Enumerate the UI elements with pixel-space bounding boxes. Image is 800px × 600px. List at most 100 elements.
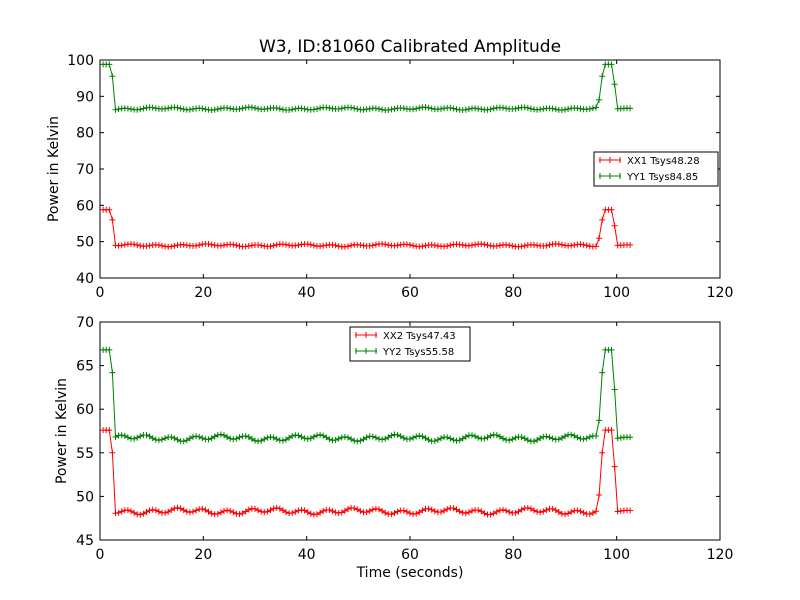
data-point — [345, 434, 351, 441]
x-tick-label: 60 — [401, 285, 419, 301]
data-point — [574, 507, 581, 514]
data-point — [248, 104, 255, 111]
data-point — [276, 505, 283, 512]
data-point — [521, 435, 528, 442]
data-point — [348, 242, 355, 249]
legend-swatch — [599, 157, 621, 163]
data-point — [314, 432, 320, 439]
data-point — [106, 427, 113, 434]
data-point — [177, 105, 184, 112]
data-point — [149, 435, 156, 442]
bottom-panel: Power in Kelvin 0 20 40 60 80 100 120 45 50 55 60 6… — [54, 315, 733, 563]
data-point — [137, 433, 144, 440]
data-point — [593, 508, 599, 515]
data-point — [593, 243, 599, 250]
data-point — [162, 105, 169, 112]
data-point — [202, 506, 209, 513]
data-point — [224, 434, 231, 440]
data-point — [214, 106, 221, 113]
data-point — [124, 434, 131, 441]
data-point — [155, 242, 162, 249]
data-point — [255, 507, 262, 514]
data-point — [236, 511, 243, 518]
data-point — [354, 438, 361, 445]
data-point — [289, 510, 296, 516]
top-ylabel: Power in Kelvin — [46, 116, 62, 222]
data-point — [493, 508, 500, 515]
data-point — [112, 510, 119, 517]
data-point — [326, 507, 333, 513]
data-point — [407, 510, 413, 517]
data-point — [627, 434, 634, 441]
data-point — [193, 433, 200, 440]
data-point — [490, 510, 497, 517]
data-point — [407, 241, 413, 248]
data-point — [552, 507, 559, 514]
data-point — [112, 106, 119, 113]
data-point — [580, 509, 587, 516]
data-point — [419, 243, 426, 250]
data-point — [509, 436, 516, 443]
data-point — [162, 435, 169, 442]
data-point — [382, 509, 389, 516]
data-point — [534, 437, 541, 443]
data-point — [286, 434, 293, 441]
data-point — [447, 242, 454, 249]
data-point — [431, 242, 438, 249]
data-point — [552, 106, 559, 113]
data-point — [465, 509, 472, 516]
data-point — [236, 106, 243, 112]
data-point — [245, 434, 252, 440]
data-point — [410, 106, 417, 113]
data-point — [159, 242, 165, 249]
data-point — [115, 106, 122, 113]
data-point — [242, 508, 249, 515]
data-point — [351, 437, 358, 444]
series-markers-1 — [100, 206, 634, 250]
data-point — [596, 96, 603, 103]
data-point — [568, 431, 575, 438]
data-point — [416, 104, 423, 111]
data-point — [608, 346, 615, 353]
data-point — [258, 437, 265, 444]
data-point — [611, 463, 618, 470]
data-point — [217, 509, 224, 516]
data-point — [258, 508, 265, 515]
y-tick-label: 100 — [67, 53, 94, 69]
data-point — [245, 243, 252, 249]
data-point — [382, 241, 389, 248]
data-point — [106, 346, 113, 353]
data-point — [295, 242, 302, 249]
data-point — [283, 436, 289, 443]
data-point — [264, 434, 271, 441]
data-point — [434, 436, 441, 443]
data-point — [428, 506, 435, 513]
data-point — [459, 242, 466, 248]
data-point — [444, 506, 451, 513]
data-point — [227, 105, 234, 112]
data-point — [416, 432, 423, 439]
data-point — [413, 510, 420, 517]
data-point — [168, 243, 175, 250]
data-point — [379, 507, 386, 514]
data-point — [239, 105, 246, 112]
data-point — [543, 433, 550, 440]
data-point — [388, 432, 395, 439]
series-line-1 — [103, 209, 631, 248]
data-point — [493, 432, 500, 439]
data-point — [205, 508, 212, 515]
data-point — [128, 508, 134, 515]
data-point — [317, 431, 324, 438]
x-tick-label: 40 — [298, 285, 316, 301]
data-point — [252, 437, 258, 444]
data-point — [180, 507, 187, 514]
series-markers-2 — [100, 61, 634, 114]
data-point — [586, 105, 593, 112]
data-point — [112, 434, 119, 440]
data-point — [354, 106, 361, 112]
data-point — [438, 435, 444, 442]
data-point — [518, 243, 525, 250]
data-point — [338, 105, 345, 112]
data-point — [456, 508, 463, 515]
data-point — [627, 105, 634, 112]
